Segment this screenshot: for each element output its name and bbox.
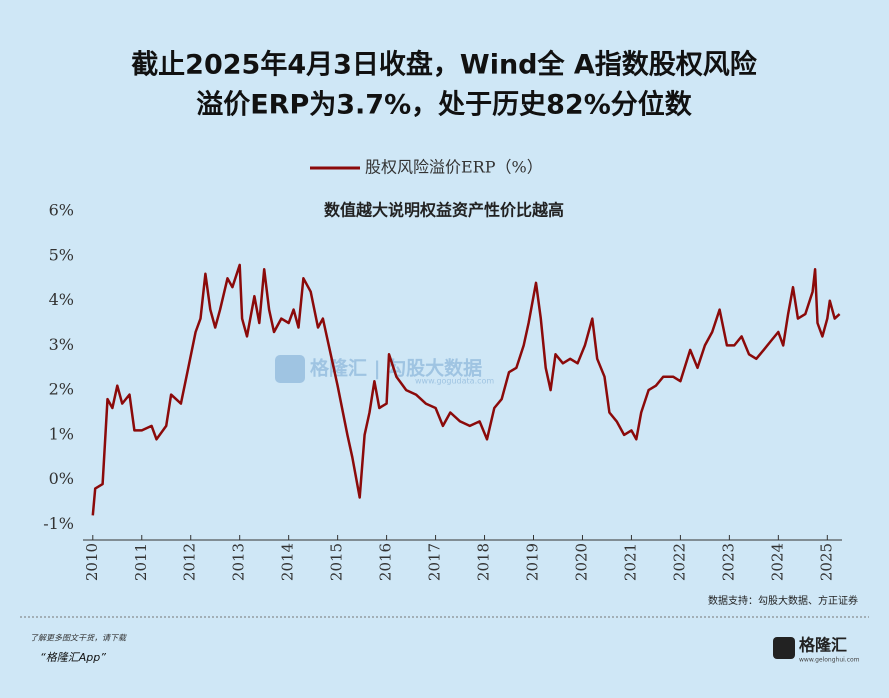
y-tick-label: -1% <box>43 514 74 533</box>
y-tick-label: 6% <box>49 201 74 220</box>
title-line: 截止2025年4月3日收盘，Wind全 A指数股权风险 <box>131 49 758 81</box>
y-tick-label: 2% <box>49 380 74 399</box>
logo: 格隆汇 <box>799 636 847 655</box>
title-line: 溢价ERP为3.7%，处于历史82%分位数 <box>196 89 693 121</box>
legend-label: 股权风险溢价ERP（%） <box>365 158 543 177</box>
x-tick-label: 2018 <box>475 543 493 581</box>
footer-note: 了解更多图文干货，请下载 <box>30 634 127 643</box>
x-tick-label: 2013 <box>230 543 248 581</box>
x-tick-label: 2024 <box>768 543 786 581</box>
x-tick-label: 2023 <box>719 543 737 581</box>
y-tick-label: 3% <box>49 335 74 354</box>
watermark: 格隆汇 | 勾股大数据 <box>310 357 482 380</box>
annotation: 数值越大说明权益资产性价比越高 <box>324 201 564 220</box>
x-tick-label: 2021 <box>621 543 639 581</box>
y-tick-label: 4% <box>49 290 74 309</box>
y-tick-label: 5% <box>49 245 74 264</box>
x-tick-label: 2012 <box>181 543 199 581</box>
footer-app: “格隆汇App” <box>40 651 106 664</box>
y-tick-label: 1% <box>49 424 74 443</box>
x-tick-label: 2016 <box>377 543 395 581</box>
logo-url: www.gelonghui.com <box>799 657 860 664</box>
watermark-icon <box>275 355 305 383</box>
logo-icon <box>773 637 795 659</box>
x-tick-label: 2010 <box>83 543 101 581</box>
x-tick-label: 2022 <box>670 543 688 581</box>
series-line <box>91 263 841 516</box>
source: 数据支持：勾股大数据、方正证券 <box>708 594 858 607</box>
x-tick-label: 2019 <box>524 543 542 581</box>
x-tick-label: 2025 <box>817 543 835 581</box>
y-tick-label: 0% <box>49 469 74 488</box>
x-tick-label: 2017 <box>426 543 444 581</box>
watermark-url: www.gogudata.com <box>415 377 494 386</box>
x-tick-label: 2015 <box>328 543 346 581</box>
x-tick-label: 2011 <box>132 543 150 581</box>
x-tick-label: 2020 <box>572 543 590 581</box>
x-tick-label: 2014 <box>279 543 297 581</box>
